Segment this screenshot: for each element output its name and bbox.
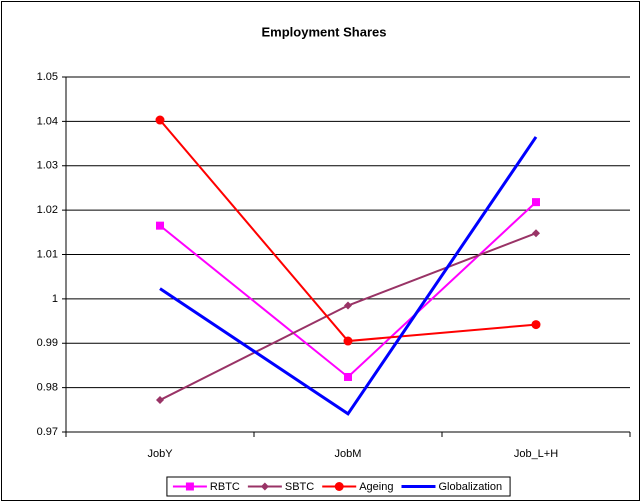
marker	[156, 221, 164, 230]
marker	[344, 372, 352, 381]
marker	[343, 336, 353, 346]
y-tick-label: 1.05	[37, 71, 58, 83]
y-tick-label: 1	[52, 293, 58, 305]
y-tick-label: 0.99	[37, 337, 58, 349]
marker	[334, 482, 344, 491]
x-tick-label: Job_L+H	[514, 448, 558, 460]
x-tick-label: JobY	[147, 448, 173, 460]
marker	[185, 482, 194, 491]
chart-title: Employment Shares	[262, 24, 387, 39]
marker	[531, 320, 541, 330]
marker	[532, 229, 540, 238]
marker	[155, 115, 165, 125]
legend-label: Ageing	[359, 481, 393, 493]
marker	[532, 198, 540, 207]
y-tick-label: 0.97	[37, 426, 58, 438]
x-tick-label: JobM	[335, 448, 362, 460]
marker	[260, 482, 269, 491]
marker	[156, 396, 164, 405]
legend: RBTC SBTC Ageing Globalization	[166, 476, 511, 497]
y-tick-label: 1.04	[37, 115, 58, 127]
marker	[344, 301, 352, 310]
series-line	[159, 136, 538, 416]
y-tick-label: 1.02	[37, 204, 58, 216]
y-tick-label: 0.98	[37, 382, 58, 394]
legend-label: RBTC	[210, 481, 240, 493]
legend-label: SBTC	[285, 481, 314, 493]
legend-label: Globalization	[438, 481, 502, 493]
y-tick-label: 1.03	[37, 160, 58, 172]
y-tick-label: 1.01	[37, 248, 58, 260]
